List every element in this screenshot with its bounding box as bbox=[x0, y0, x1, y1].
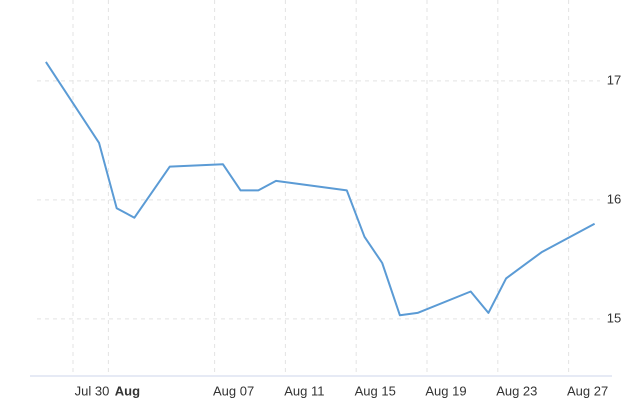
x-tick-label: Aug 23 bbox=[496, 383, 537, 398]
data-line bbox=[45, 61, 596, 317]
y-tick-label: 17 bbox=[607, 72, 621, 87]
y-tick-label: 16 bbox=[607, 191, 621, 206]
x-tick-label: Aug 15 bbox=[355, 383, 396, 398]
x-tick-label: Aug 07 bbox=[213, 383, 254, 398]
y-tick-label: 15 bbox=[607, 310, 621, 325]
x-tick-label: Aug bbox=[115, 383, 140, 398]
x-tick-label: Aug 27 bbox=[567, 383, 608, 398]
x-tick-label: Jul 30 bbox=[75, 383, 110, 398]
x-tick-label: Aug 11 bbox=[284, 383, 324, 398]
x-tick-label: Aug 19 bbox=[425, 383, 466, 398]
